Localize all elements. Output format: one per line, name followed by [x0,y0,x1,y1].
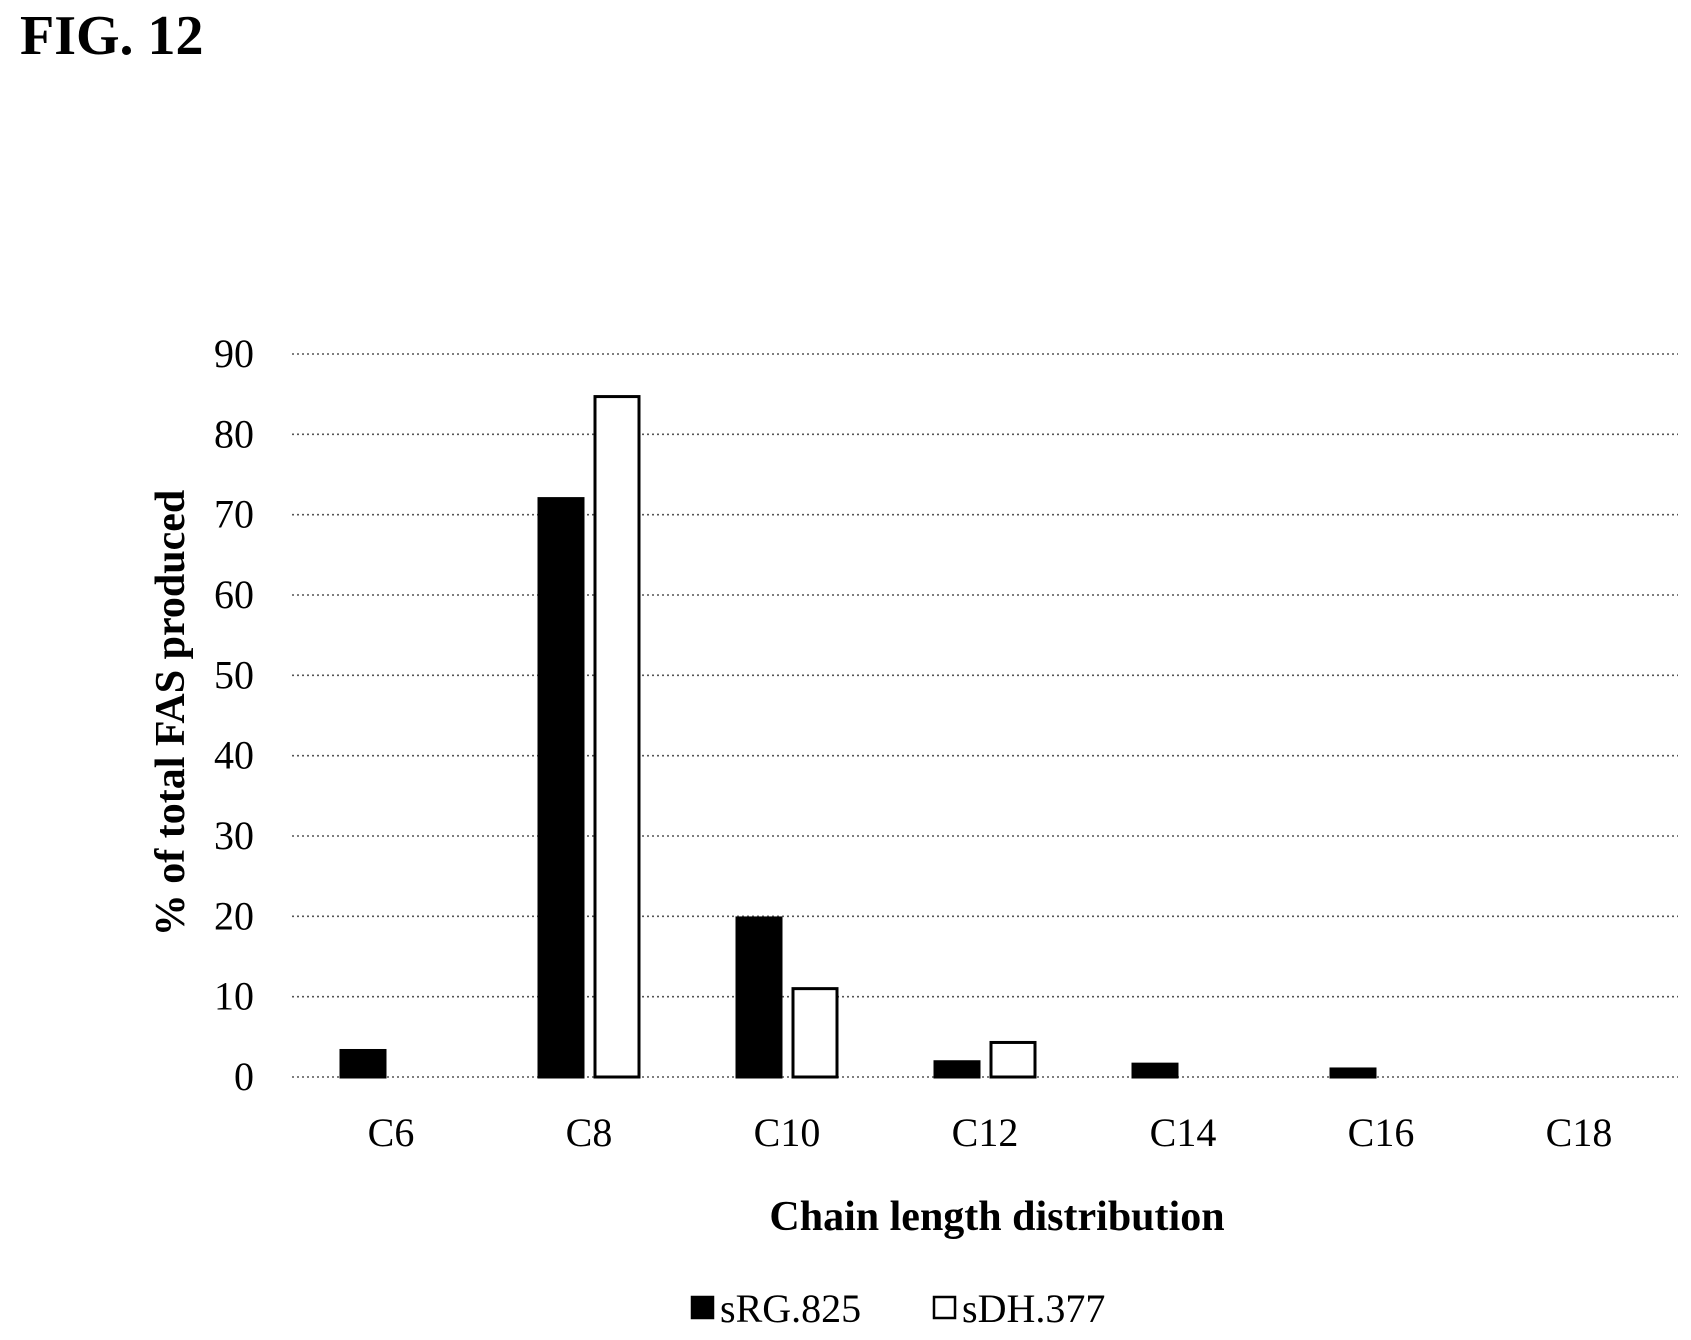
y-tick-label: 40 [214,733,254,778]
y-tick-label: 80 [214,411,254,456]
x-tick-label-c6: C6 [368,1110,415,1155]
legend: sRG.825 sDH.377 [690,1286,1105,1331]
bar-srg-825-c10 [735,916,783,1079]
bar-srg-825-c16 [1329,1067,1377,1079]
legend-label-srg-825: sRG.825 [720,1286,861,1331]
legend-swatch-sdh-377 [932,1295,957,1320]
x-tick-label-c16: C16 [1348,1110,1415,1155]
bar-srg-825-c8 [537,497,585,1079]
y-tick-label: 50 [214,652,254,697]
bars [339,395,1377,1079]
x-tick-label-c10: C10 [754,1110,821,1155]
x-tick-label-c12: C12 [952,1110,1019,1155]
y-axis-tick-labels: 0 10 20 30 40 50 60 70 80 90 [214,331,254,1099]
bar-srg-825-c12 [933,1060,981,1079]
bar-sdh-377-c12 [989,1040,1037,1079]
y-tick-label: 70 [214,492,254,537]
x-tick-label-c8: C8 [566,1110,613,1155]
bar-sdh-377-c10 [791,987,839,1079]
bar-sdh-377-c8 [593,395,641,1079]
x-tick-label-c14: C14 [1150,1110,1217,1155]
legend-label-sdh-377: sDH.377 [962,1286,1105,1331]
x-tick-label-c18: C18 [1546,1110,1613,1155]
bar-srg-825-c6 [339,1048,387,1079]
y-axis-title: % of total FAS produced [148,490,194,936]
figure-label: FIG. 12 [20,5,204,67]
y-tick-label: 90 [214,331,254,376]
legend-swatch-srg-825 [690,1295,715,1320]
grid-lines [292,353,1678,1078]
y-tick-label: 30 [214,813,254,858]
x-axis-title: Chain length distribution [769,1194,1224,1240]
y-tick-label: 10 [214,974,254,1019]
bar-srg-825-c14 [1131,1062,1179,1079]
x-axis-tick-labels: C6 C8 C10 C12 C14 C16 C18 [368,1110,1613,1155]
y-tick-label: 20 [214,893,254,938]
y-tick-label: 60 [214,572,254,617]
y-tick-label: 0 [234,1054,254,1099]
